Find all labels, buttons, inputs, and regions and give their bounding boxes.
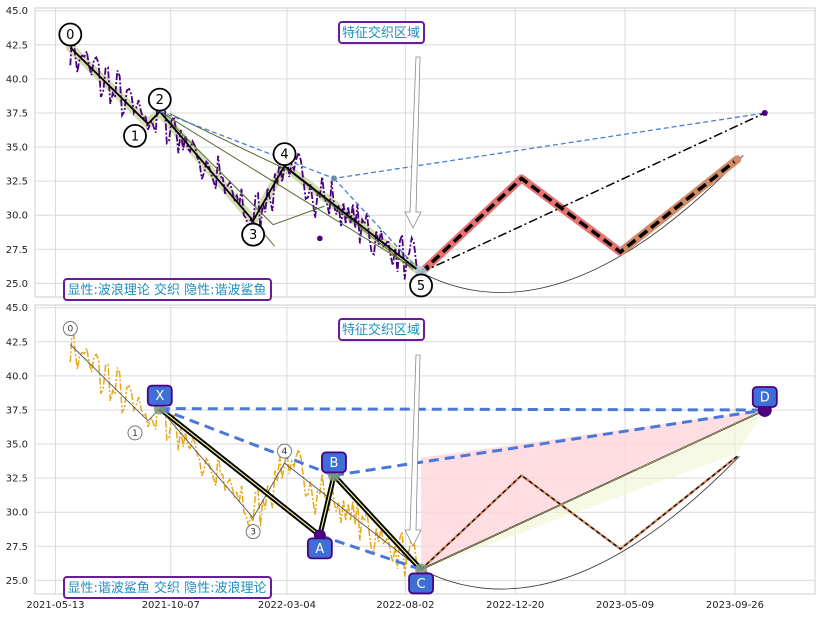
harmonic-label-box — [306, 537, 333, 560]
x-tick-label: 2023-05-09 — [596, 600, 654, 611]
small-wave-label: 1 — [132, 429, 138, 439]
harmonic-dashed-line — [333, 408, 766, 477]
bottom-mode-annotation: 显性:谐波鲨鱼 交织 隐性:波浪理论 — [63, 576, 272, 599]
top-feature-annotation: 特征交织区域 — [338, 21, 425, 44]
small-wave-label: 0 — [67, 325, 73, 335]
bottom-y-tick-label: 42.5 — [6, 337, 28, 348]
top-y-tick-label: 30.0 — [6, 211, 28, 222]
top-y-tick-label: 32.5 — [6, 177, 28, 188]
bottom-feature-annotation: 特征交织区域 — [338, 318, 425, 341]
projection-arc — [420, 155, 744, 293]
harmonic-label-box — [321, 451, 347, 474]
target-point — [761, 109, 768, 116]
top-y-tick-label: 25.0 — [6, 279, 28, 290]
harmonic-label: X — [155, 389, 164, 404]
top-mode-annotation-text: 显性:波浪理论 交织 隐性:谐波鲨鱼 — [67, 282, 266, 298]
bottom-y-tick-label: 27.5 — [6, 542, 28, 553]
bottom-y-ticks: 25.0 27.5 30.0 32.5 35.0 37.5 40.0 42.5 45.0 — [6, 303, 28, 587]
top-y-tick-label: 27.5 — [6, 245, 28, 256]
top-feature-annotation-text: 特征交织区域 — [342, 25, 420, 41]
x-tick-label: 2022-08-02 — [376, 600, 434, 611]
harmonic-label-box — [408, 572, 434, 595]
wave-label-circle — [241, 222, 266, 247]
x-tick-label: 2022-12-20 — [486, 600, 544, 611]
mid-dot — [330, 175, 337, 182]
wave-label: 1 — [131, 129, 139, 144]
harmonic-label-box — [751, 386, 778, 408]
top-mode-annotation: 显性:波浪理论 交织 隐性:谐波鲨鱼 — [63, 278, 272, 301]
top-series-layer — [65, 24, 768, 293]
wave-label: 3 — [249, 228, 257, 243]
harmonic-label: D — [760, 390, 770, 405]
target-dashed-line — [333, 177, 422, 273]
top-price-line — [69, 24, 422, 285]
bottom-y-tick-label: 30.0 — [6, 508, 28, 519]
x-tick-label: 2021-05-13 — [26, 600, 84, 611]
bottom-projection-dashed — [420, 455, 738, 570]
harmonic-leg-cd-core — [420, 409, 765, 570]
x-ticks: 2021-05-13 2021-10-07 2022-03-04 2022-08-02… — [26, 600, 764, 611]
wave-label-circle — [409, 273, 433, 298]
wave-label: 5 — [417, 279, 425, 294]
wave-label-circle — [147, 87, 172, 112]
wave-path-line — [69, 46, 422, 274]
small-wave-label: 4 — [282, 447, 288, 457]
small-wave-label-circle — [245, 524, 261, 540]
target-dashdot-line — [420, 112, 766, 274]
feature-arrow — [404, 56, 422, 229]
small-wave-label-circle — [62, 321, 78, 337]
top-y-ticks: 25.0 27.5 30.0 32.5 35.0 37.5 40.0 42.5 45.0 — [6, 6, 28, 290]
top-y-tick-label: 40.0 — [6, 74, 28, 85]
top-grid — [35, 8, 815, 297]
bottom-feature-arrow — [404, 354, 422, 547]
top-y-tick-label: 37.5 — [6, 108, 28, 119]
x-tick-label: 2021-10-07 — [142, 600, 200, 611]
projection-end-dot — [733, 155, 742, 164]
top-plot-area — [34, 7, 816, 298]
wave-label-circle — [58, 22, 83, 47]
bottom-y-tick-label: 45.0 — [6, 303, 28, 314]
bottom-y-tick-label: 25.0 — [6, 576, 28, 587]
wave-label: 0 — [66, 28, 74, 43]
bottom-wave-line — [69, 344, 422, 570]
top-y-tick-label: 42.5 — [6, 40, 28, 51]
harmonic-label: B — [330, 456, 339, 471]
harmonic-dashed-line — [319, 533, 422, 571]
bottom-labels: 0 1 3 4 X A B C D — [62, 321, 778, 595]
bottom-y-tick-label: 35.0 — [6, 440, 28, 451]
top-y-tick-label: 35.0 — [6, 143, 28, 154]
bottom-projection-arc — [420, 456, 740, 590]
bottom-y-tick-label: 40.0 — [6, 371, 28, 382]
x-tick-label: 2022-03-04 — [258, 600, 316, 611]
wave-label-circle — [272, 142, 297, 167]
x-tick-label: 2023-09-26 — [706, 600, 764, 611]
wave-channel-line — [159, 111, 325, 226]
small-wave-label-circle — [277, 443, 293, 459]
bottom-series-layer — [69, 321, 772, 590]
bottom-feature-annotation-text: 特征交织区域 — [342, 322, 420, 338]
harmonic-label: C — [417, 577, 426, 592]
bottom-y-tick-label: 37.5 — [6, 405, 28, 416]
wave-channel-line — [159, 111, 422, 273]
small-wave-label-circle — [127, 425, 143, 441]
bottom-price-line — [69, 321, 422, 582]
top-y-tick-label: 45.0 — [6, 6, 28, 17]
projection-dashed-line — [419, 157, 739, 274]
harmonic-point-c — [415, 563, 428, 576]
harmonic-leg-core — [159, 408, 422, 570]
bottom-y-tick-label: 32.5 — [6, 474, 28, 485]
wave-label-circle — [123, 123, 147, 148]
harmonic-label-box — [146, 384, 173, 407]
wave-label: 2 — [156, 93, 164, 108]
wave-label: 4 — [280, 148, 288, 163]
pivot-dot — [317, 235, 323, 242]
small-wave-label: 3 — [250, 528, 256, 538]
harmonic-dashed-line — [159, 407, 765, 412]
harmonic-label: A — [315, 542, 324, 557]
bottom-mode-annotation-text: 显性:谐波鲨鱼 交织 隐性:波浪理论 — [67, 580, 266, 596]
top-labels: 0 1 2 3 4 5 — [58, 22, 433, 298]
